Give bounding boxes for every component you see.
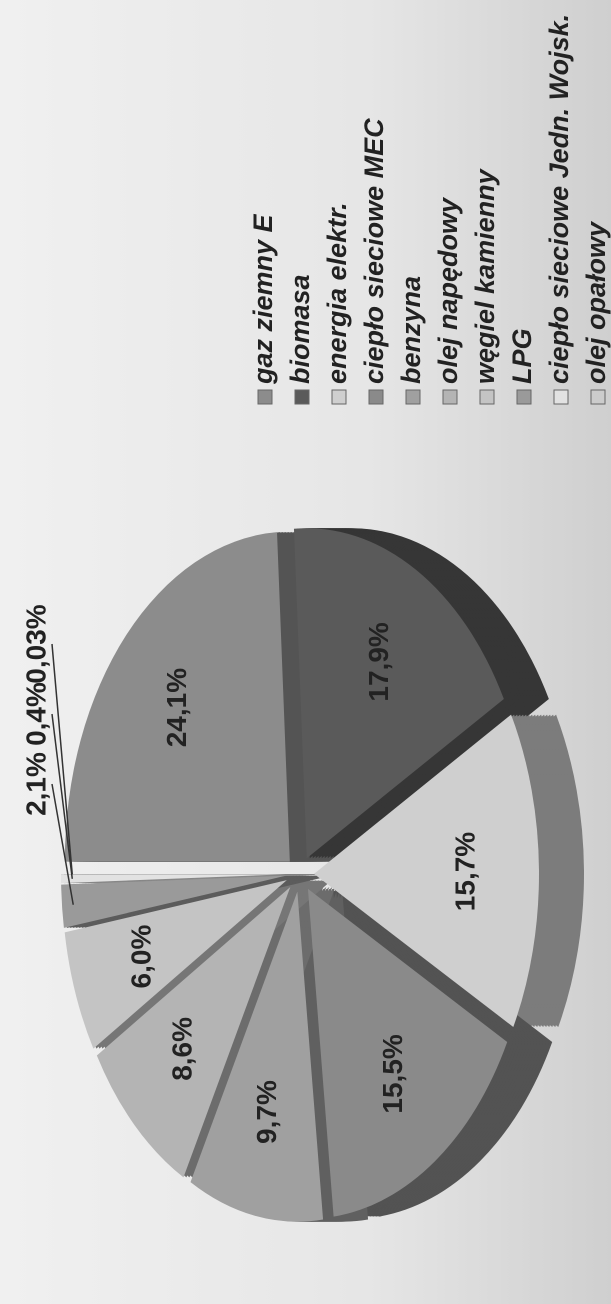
data-label: 9,7% (251, 1080, 282, 1144)
data-label: 24,1% (161, 668, 192, 747)
slice (313, 714, 539, 1027)
leader-line (51, 783, 74, 905)
legend-label: ciepło sieciowe Jedn. Wojsk. (544, 14, 574, 384)
leader-line (51, 713, 74, 879)
legend-swatch (590, 389, 606, 405)
legend-label: ciepło sieciowe MEC (359, 118, 389, 384)
rotated-chart: 24,1% 17,9% 15,7% 15,5% 9,7% 8,6% 6,0% 2,1% 0,4%… (20, 14, 611, 1222)
slice (61, 875, 287, 928)
legend-label: biomasa (285, 274, 315, 384)
legend-label: węgiel kamienny (470, 167, 500, 384)
legend-label: gaz ziemny E (248, 213, 278, 385)
legend-swatch (368, 389, 384, 405)
data-label: 17,9% (363, 622, 394, 701)
leader-line (51, 643, 73, 875)
slice (293, 528, 504, 859)
data-label: 2,1% (20, 752, 51, 816)
slice (190, 891, 324, 1222)
legend-swatch (257, 389, 273, 405)
legend-swatch (405, 389, 421, 405)
slice (64, 880, 287, 1049)
legend-label: energia elektr. (322, 202, 352, 384)
legend-swatch (294, 389, 310, 405)
slice (64, 532, 290, 862)
slice (61, 874, 287, 884)
legend-swatch (331, 389, 347, 405)
slice (96, 886, 291, 1178)
legend-swatch (516, 389, 532, 405)
data-label: 8,6% (167, 1017, 198, 1081)
legend-swatch (553, 389, 569, 405)
data-label: 0,4% (20, 682, 51, 746)
data-label: 15,5% (377, 1034, 408, 1113)
legend-label: olej napędowy (433, 196, 463, 384)
legend-label: benzyna (396, 276, 426, 384)
data-label: 15,7% (449, 832, 480, 911)
legend-label: LPG (507, 328, 537, 384)
slice (307, 888, 508, 1217)
data-label: 0,03% (20, 604, 51, 683)
legend-label: olej opałowy (581, 220, 611, 384)
slice (61, 874, 286, 875)
legend-swatch (479, 389, 495, 405)
data-label: 6,0% (125, 925, 156, 989)
legend-swatch (442, 389, 458, 405)
